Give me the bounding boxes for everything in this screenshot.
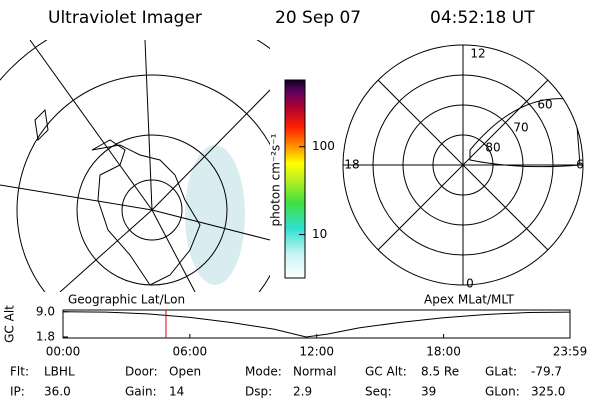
mlat-label: 80 bbox=[485, 141, 500, 155]
mlt-label: 6 bbox=[576, 158, 584, 172]
field-label: Door: bbox=[125, 365, 158, 379]
mlat-label: 70 bbox=[513, 121, 528, 135]
field-value: 36.0 bbox=[44, 385, 71, 399]
time: 04:52:18 UT bbox=[430, 8, 535, 28]
field-label: GC Alt: bbox=[365, 365, 407, 379]
mlat-label: 60 bbox=[537, 98, 552, 112]
field-label: Flt: bbox=[10, 365, 29, 379]
colorbar bbox=[284, 79, 306, 279]
geographic-map bbox=[0, 40, 270, 292]
field-value: Normal bbox=[293, 365, 336, 379]
x-tick-label: 00:00 bbox=[46, 345, 81, 359]
colorbar-label: photon cm⁻²s⁻¹ bbox=[269, 133, 283, 226]
altitude-label: GC Alt bbox=[3, 305, 17, 343]
field-value: 14 bbox=[169, 385, 184, 399]
field-value: Open bbox=[169, 365, 201, 379]
y-tick-label: 1.8 bbox=[36, 329, 55, 343]
title: Ultraviolet Imager bbox=[48, 8, 202, 28]
map-label: Geographic Lat/Lon bbox=[68, 293, 185, 307]
altitude-line bbox=[62, 311, 571, 338]
field-value: -79.7 bbox=[531, 365, 562, 379]
field-label: IP: bbox=[10, 385, 25, 399]
field-value: 2.9 bbox=[293, 385, 312, 399]
field-value: 39 bbox=[421, 385, 436, 399]
field-label: GLon: bbox=[485, 385, 520, 399]
x-tick-label: 23:59 bbox=[553, 345, 588, 359]
field-label: Gain: bbox=[125, 385, 157, 399]
field-label: Seq: bbox=[365, 385, 392, 399]
x-tick-label: 06:00 bbox=[173, 345, 208, 359]
x-tick-label: 12:00 bbox=[299, 345, 334, 359]
colorbar-tick-label: 10 bbox=[312, 227, 327, 241]
y-tick-label: 9.0 bbox=[36, 304, 55, 318]
field-label: Dsp: bbox=[245, 385, 272, 399]
date: 20 Sep 07 bbox=[275, 8, 361, 28]
polar-label: Apex MLat/MLT bbox=[424, 293, 514, 307]
x-tick-label: 18:00 bbox=[426, 345, 461, 359]
colorbar-tick-label: 100 bbox=[312, 139, 335, 153]
field-value: 325.0 bbox=[531, 385, 565, 399]
field-label: Mode: bbox=[245, 365, 282, 379]
polar-plot bbox=[342, 44, 584, 286]
field-value: 8.5 Re bbox=[421, 365, 459, 379]
field-label: GLat: bbox=[485, 365, 517, 379]
mlt-label: 0 bbox=[466, 277, 474, 291]
mlt-label: 18 bbox=[344, 158, 359, 172]
mlt-label: 12 bbox=[470, 47, 485, 61]
field-value: LBHL bbox=[44, 365, 75, 379]
